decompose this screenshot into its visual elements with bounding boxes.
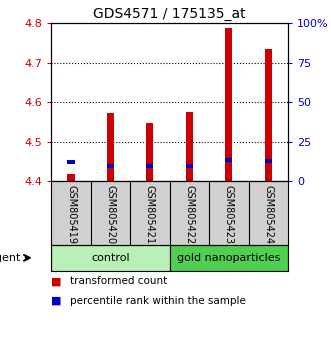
Text: GSM805419: GSM805419	[66, 185, 76, 244]
Text: GSM805420: GSM805420	[106, 185, 116, 244]
Text: ■: ■	[51, 296, 62, 306]
Bar	[68, 175, 74, 182]
Bar	[225, 158, 232, 162]
Text: gold nanoparticles: gold nanoparticles	[177, 253, 280, 263]
Bar	[186, 164, 193, 168]
Bar	[225, 28, 232, 182]
Bar	[51, 245, 169, 271]
Bar	[265, 49, 272, 182]
Text: percentile rank within the sample: percentile rank within the sample	[70, 296, 245, 306]
Bar	[265, 159, 272, 163]
Title: GDS4571 / 175135_at: GDS4571 / 175135_at	[93, 7, 246, 21]
Text: GSM805423: GSM805423	[224, 185, 234, 244]
Text: agent: agent	[0, 253, 21, 263]
Bar	[146, 123, 154, 182]
Bar	[68, 160, 74, 165]
Text: GSM805422: GSM805422	[184, 185, 194, 244]
Text: transformed count: transformed count	[70, 276, 167, 286]
Text: control: control	[91, 253, 130, 263]
Text: GSM805421: GSM805421	[145, 185, 155, 244]
Bar	[186, 112, 193, 182]
Bar	[169, 245, 288, 271]
Text: GSM805424: GSM805424	[263, 185, 273, 244]
Bar	[107, 113, 114, 182]
Bar	[107, 165, 114, 169]
Text: ■: ■	[51, 276, 62, 286]
Bar	[146, 165, 154, 169]
